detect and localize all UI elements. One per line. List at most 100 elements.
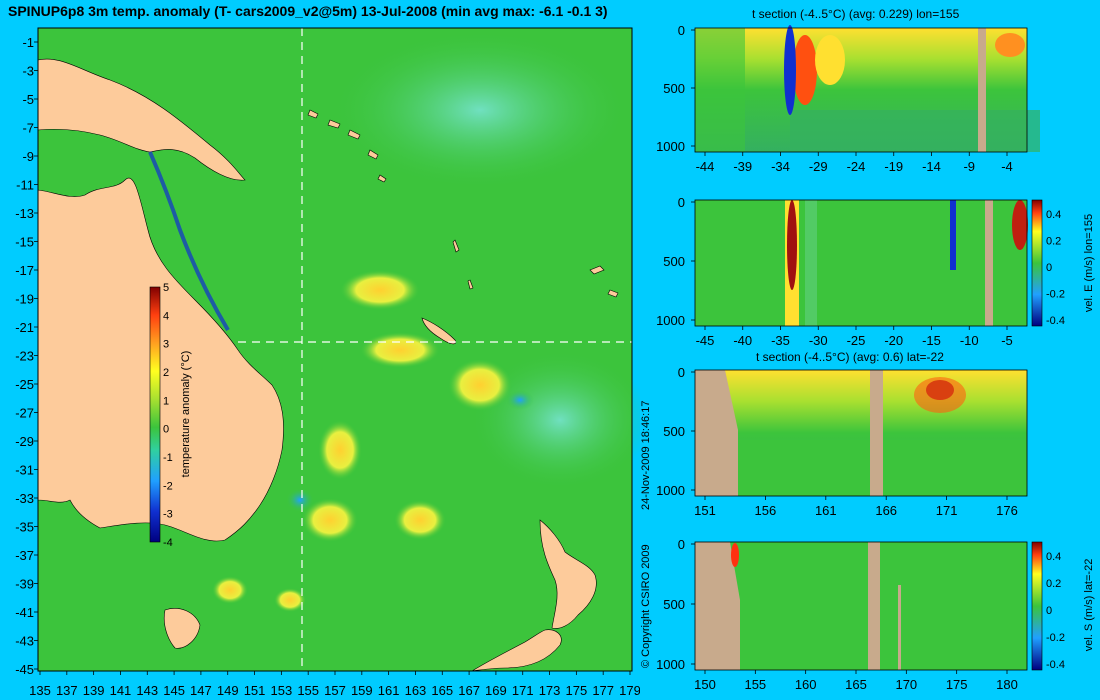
p4-x-tick-label: 180 [996, 677, 1018, 692]
map-x-tick-label: 163 [405, 683, 427, 698]
p2-y-tick-label: 1000 [656, 313, 685, 328]
p2-x-tick-label: -30 [809, 333, 828, 348]
land-pacific-islands [307, 109, 619, 298]
p2-y-tick-label: 500 [663, 254, 685, 269]
map-x-tick-label: 157 [324, 683, 346, 698]
p3-x-tick-label: 156 [755, 503, 777, 518]
land-australia [37, 177, 284, 542]
land-nz-north [539, 519, 597, 629]
p4-x-tick-label: 150 [694, 677, 716, 692]
p2-colorbar-tick-label: 0.4 [1046, 209, 1061, 221]
p1-x-tick-label: -29 [809, 159, 828, 174]
main-title: SPINUP6p8 3m temp. anomaly (T- cars2009_… [8, 3, 608, 19]
p4-x-tick-label: 155 [744, 677, 766, 692]
p4-colorbar-tick-label: -0.4 [1046, 659, 1065, 671]
p1-x-tick-label: -19 [884, 159, 903, 174]
map-x-tick-label: 149 [217, 683, 239, 698]
p2-x-tick-label: -45 [696, 333, 715, 348]
map-colorbar-tick-label: 5 [163, 282, 169, 294]
p1-y-tick-label: 0 [678, 23, 685, 38]
map-x-tick-label: 165 [431, 683, 453, 698]
map-x-tick-label: 161 [378, 683, 400, 698]
map-y-tick-label: -21 [15, 320, 34, 335]
map-x-tick-label: 169 [485, 683, 507, 698]
map-y-tick-label: -33 [15, 491, 34, 506]
p2-x-tick-label: -40 [733, 333, 752, 348]
map-x-tick-label: 147 [190, 683, 212, 698]
map-colorbar-tick-label: -2 [163, 480, 173, 492]
p2-colorbar-tick-label: 0.2 [1046, 236, 1061, 248]
map-y-tick-label: -45 [15, 662, 34, 677]
map-x-tick-label: 141 [110, 683, 132, 698]
p1-x-tick-label: -34 [771, 159, 790, 174]
map-y-tick-label: -39 [15, 577, 34, 592]
map-x-tick-label: 155 [297, 683, 319, 698]
map-y-tick-label: -27 [15, 406, 34, 421]
p1-x-tick-label: -39 [733, 159, 752, 174]
p4-x-tick-label: 165 [845, 677, 867, 692]
p3-x-tick-label: 161 [815, 503, 837, 518]
p1-x-tick-label: -24 [847, 159, 866, 174]
map-y-tick-label: -43 [15, 634, 34, 649]
map-colorbar-tick-label: -1 [163, 452, 173, 464]
map-x-tick-label: 153 [271, 683, 293, 698]
p2-x-tick-label: -20 [884, 333, 903, 348]
map-y-tick-label: -35 [15, 520, 34, 535]
panel3-plot [694, 369, 1028, 497]
p1-x-tick-label: -4 [1001, 159, 1013, 174]
p4-colorbar-tick-label: 0.2 [1046, 578, 1061, 590]
map-x-tick-label: 145 [163, 683, 185, 698]
p1-y-tick-label: 500 [663, 81, 685, 96]
p2-y-tick-label: 0 [678, 195, 685, 210]
p2-x-tick-label: -15 [922, 333, 941, 348]
panel4-colorbar-label: vel. S (m/s) lat=-22 [1083, 559, 1095, 652]
map-colorbar-tick-label: 3 [163, 339, 169, 351]
p4-colorbar-tick-label: -0.2 [1046, 632, 1065, 644]
p2-x-tick-label: -5 [1001, 333, 1013, 348]
p2-colorbar-tick-label: -0.4 [1046, 315, 1065, 327]
map-x-tick-label: 175 [566, 683, 588, 698]
land-tasmania [163, 608, 201, 649]
p1-x-tick-label: -14 [922, 159, 941, 174]
map-y-tick-label: -31 [15, 463, 34, 478]
p4-y-tick-label: 500 [663, 597, 685, 612]
map-colorbar-tick-label: -3 [163, 509, 173, 521]
map-y-tick-label: -5 [22, 92, 34, 107]
map-y-tick-label: -17 [15, 263, 34, 278]
map-y-tick-label: -9 [22, 149, 34, 164]
map-colorbar [149, 286, 161, 543]
p3-y-tick-label: 1000 [656, 483, 685, 498]
panel4-plot [694, 541, 1043, 671]
p4-y-tick-label: 1000 [656, 657, 685, 672]
map-y-tick-label: -13 [15, 206, 34, 221]
p4-x-tick-label: 175 [946, 677, 968, 692]
map-y-tick-label: -29 [15, 434, 34, 449]
map-y-tick-label: -41 [15, 605, 34, 620]
map-y-tick-label: -19 [15, 292, 34, 307]
map-y-tick-label: -11 [16, 178, 34, 193]
p3-x-tick-label: 166 [875, 503, 897, 518]
p3-x-tick-label: 176 [996, 503, 1018, 518]
panel2-plot [694, 199, 1043, 327]
map-y-tick-label: -37 [15, 548, 34, 563]
map-x-tick-label: 173 [539, 683, 561, 698]
panel2-colorbar-label: vel. E (m/s) lon=155 [1083, 214, 1095, 312]
map-x-tick-label: 151 [244, 683, 266, 698]
map-y-tick-label: -1 [22, 35, 34, 50]
p2-x-tick-label: -25 [847, 333, 866, 348]
land-new-guinea [37, 58, 246, 181]
p4-colorbar-tick-label: 0.4 [1046, 551, 1061, 563]
map-y-tick-label: -25 [15, 377, 34, 392]
map-colorbar-tick-label: 0 [163, 424, 169, 436]
p3-y-tick-label: 0 [678, 365, 685, 380]
p3-x-tick-label: 171 [936, 503, 958, 518]
p2-x-tick-label: -35 [771, 333, 790, 348]
p3-y-tick-label: 500 [663, 424, 685, 439]
land-nz-south [469, 629, 562, 672]
map-x-tick-label: 135 [29, 683, 51, 698]
p4-colorbar-tick-label: 0 [1046, 605, 1052, 617]
p4-y-tick-label: 0 [678, 537, 685, 552]
panel1-plot [694, 25, 1040, 153]
map-x-tick-label: 159 [351, 683, 373, 698]
